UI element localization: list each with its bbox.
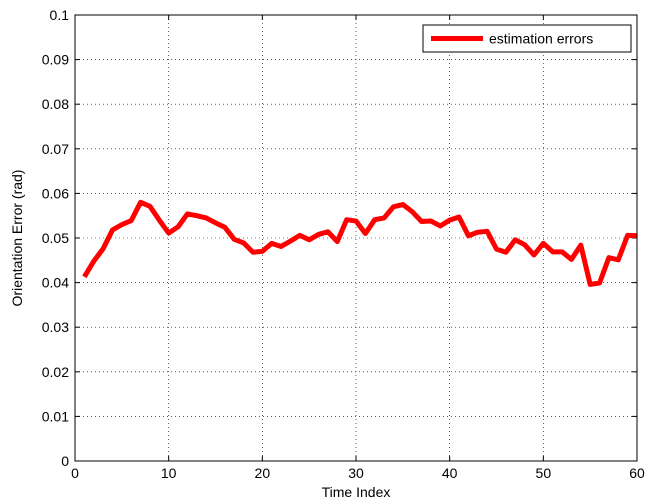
x-tick-label: 20 bbox=[255, 465, 271, 481]
x-tick-label: 10 bbox=[161, 465, 177, 481]
x-tick-label: 40 bbox=[442, 465, 458, 481]
y-tick-label: 0.08 bbox=[42, 96, 69, 112]
legend-entry-label: estimation errors bbox=[489, 31, 593, 47]
x-tick-label: 50 bbox=[536, 465, 552, 481]
y-tick-label: 0.02 bbox=[42, 364, 69, 380]
x-tick-label: 30 bbox=[348, 465, 364, 481]
y-tick-label: 0.01 bbox=[42, 408, 69, 424]
series-layer bbox=[82, 199, 638, 287]
plot-frame bbox=[74, 14, 638, 462]
x-tick-label: 60 bbox=[629, 465, 645, 481]
tick-labels: 0 10 20 30 40 50 60 0 0.01 0.02 0.03 0.04 0.05 0.06 0.… bbox=[42, 7, 645, 481]
y-tick-label: 0.09 bbox=[42, 52, 69, 68]
legend: estimation errors bbox=[422, 24, 632, 53]
y-tick-label: 0.05 bbox=[42, 230, 69, 246]
y-tick-label: 0.07 bbox=[42, 141, 69, 157]
series-line-estimation-errors bbox=[82, 199, 638, 287]
y-tick-label: 0.04 bbox=[42, 275, 69, 291]
y-tick-label: 0.03 bbox=[42, 319, 69, 335]
y-tick-label: 0.1 bbox=[50, 7, 70, 23]
y-tick-label: 0.06 bbox=[42, 185, 69, 201]
x-tick-label: 0 bbox=[71, 465, 79, 481]
grid-lines bbox=[75, 15, 637, 461]
y-tick-label: 0 bbox=[61, 453, 69, 469]
x-axis-label: Time Index bbox=[322, 484, 391, 500]
y-axis-label: Orientation Error (rad) bbox=[9, 170, 25, 307]
